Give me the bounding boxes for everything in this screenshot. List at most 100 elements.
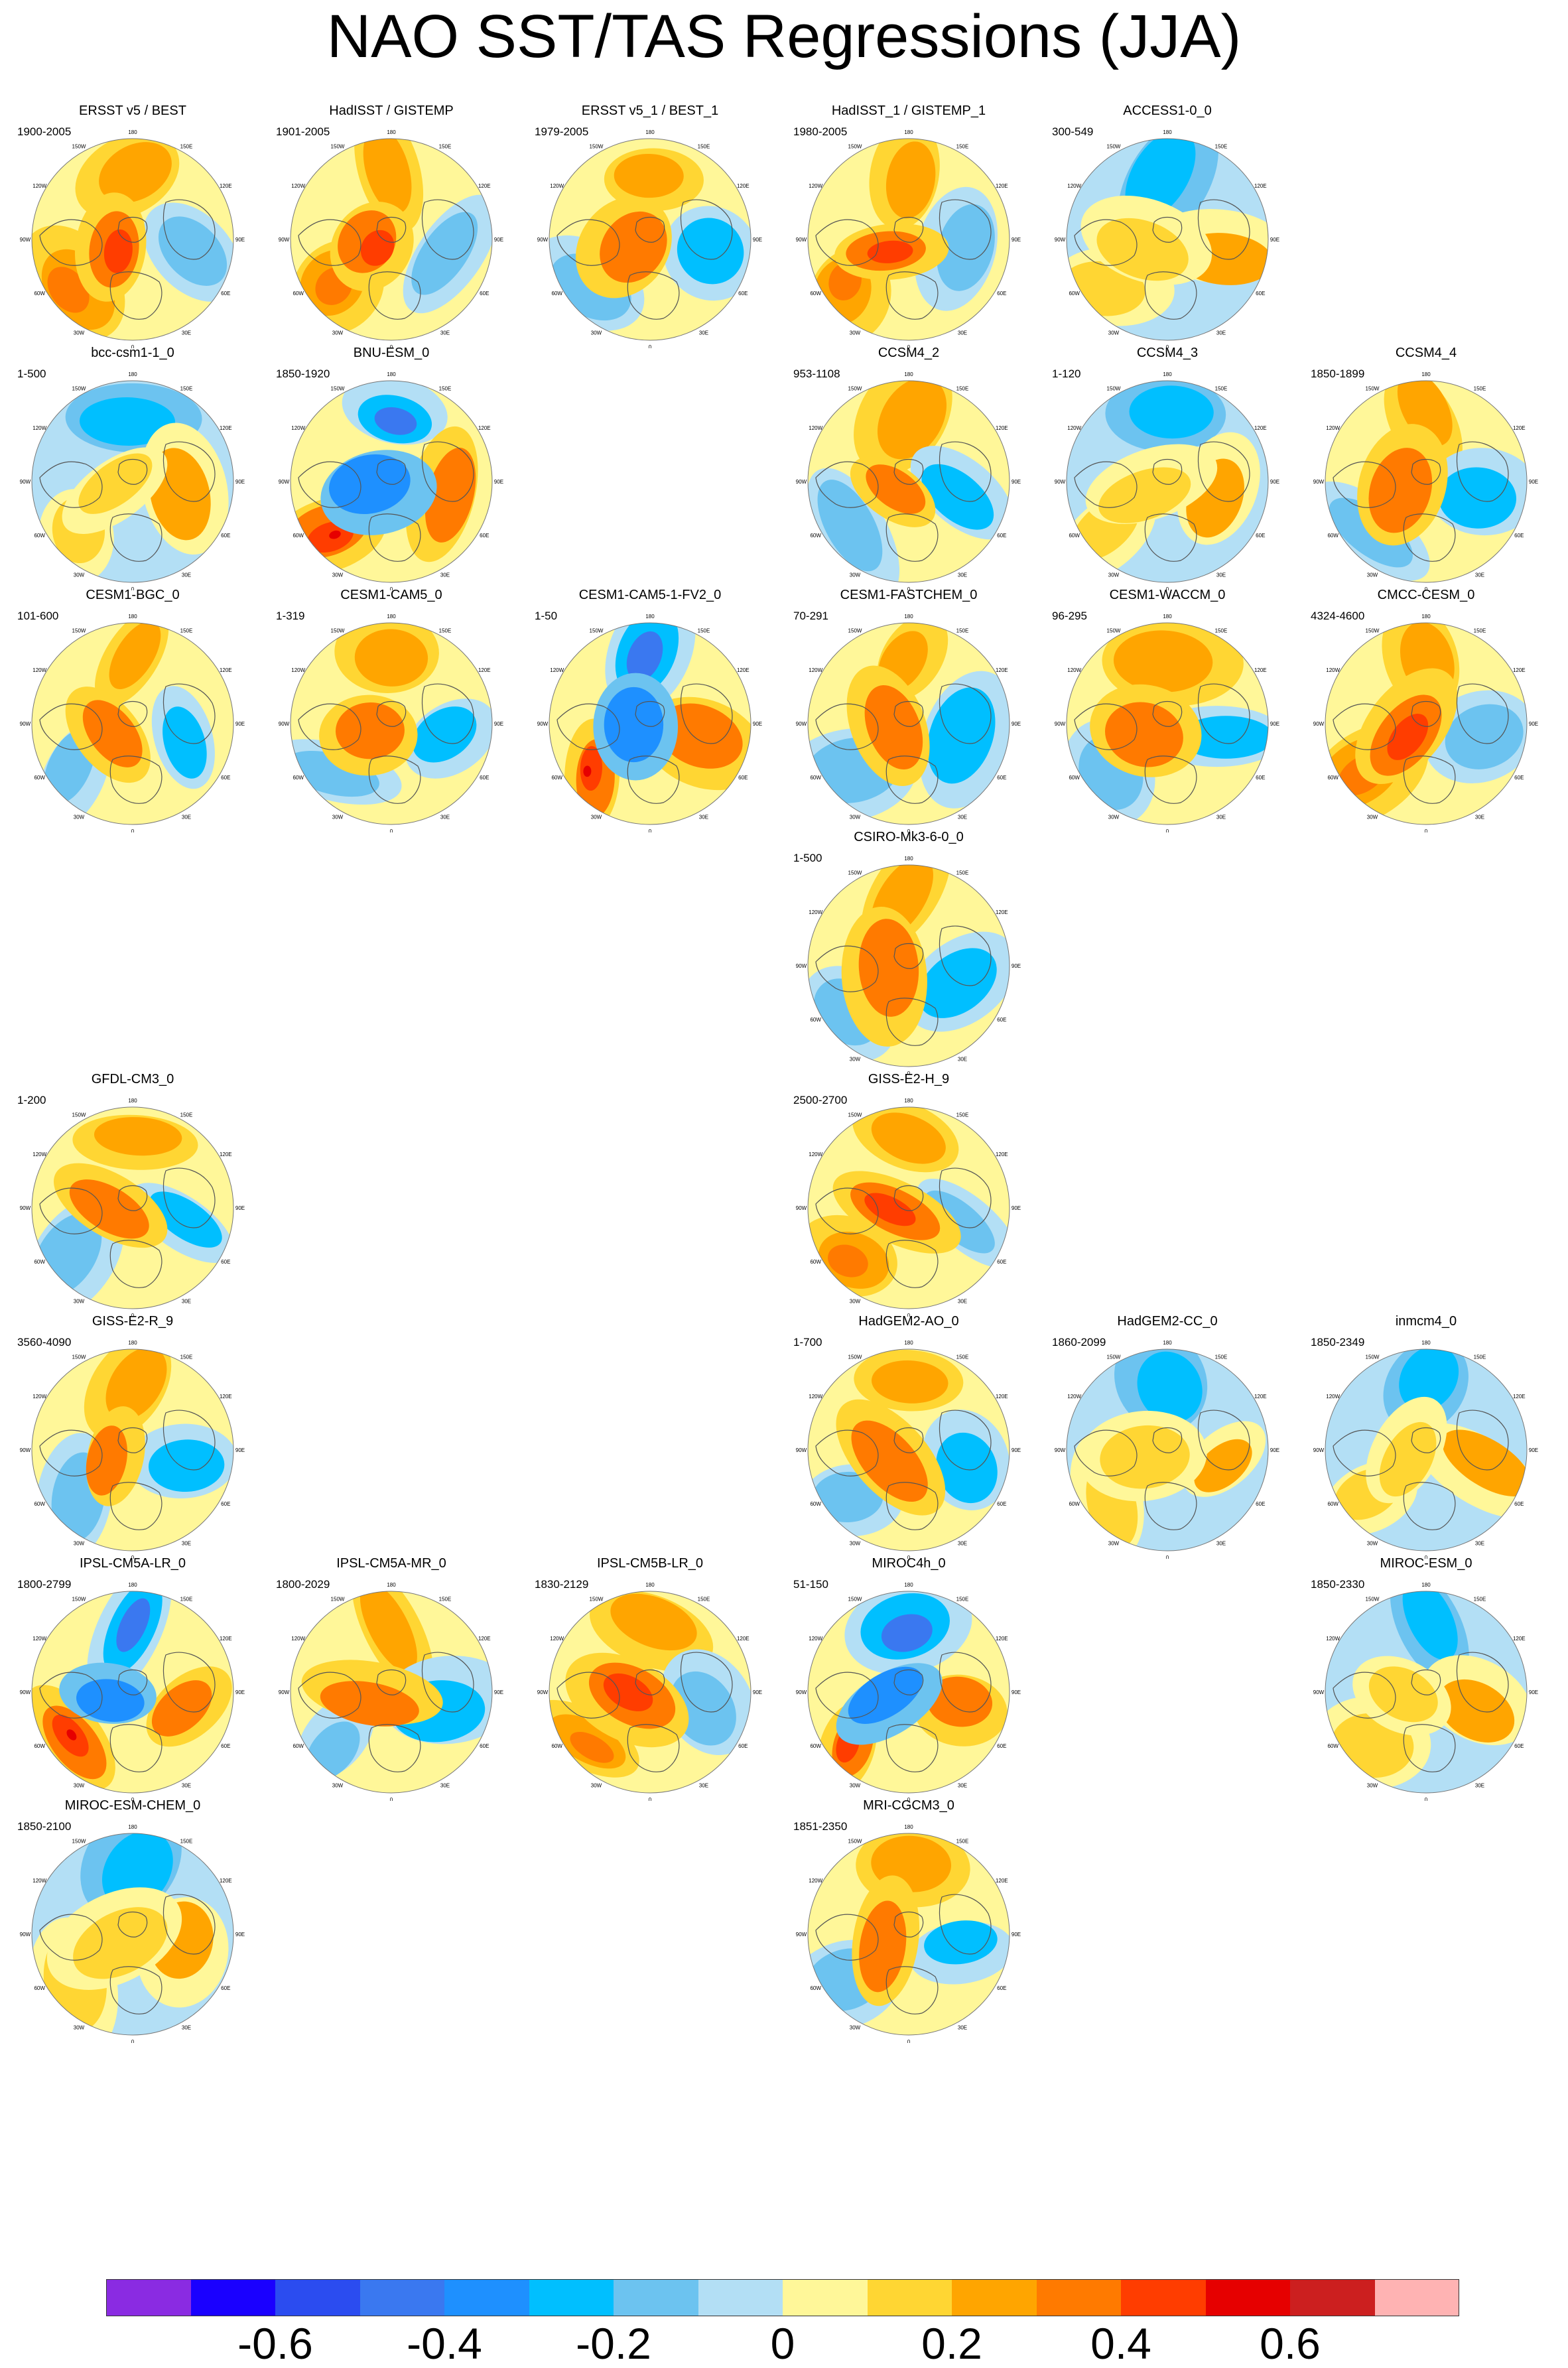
longitude-label: 120W: [1326, 425, 1340, 431]
panel-title: ERSST v5_1 / BEST_1: [581, 103, 719, 118]
map-panel: CCSM4_2 180 150E 120E 90E 60E 30E 0 30W 60W 90W 120…: [789, 345, 1028, 590]
longitude-label: 90W: [1313, 1689, 1325, 1695]
longitude-label: 150W: [1107, 628, 1121, 634]
panel-title: CMCC-CESM_0: [1377, 588, 1475, 602]
longitude-label: 90W: [796, 237, 807, 243]
anomaly-contour: [812, 1471, 883, 1523]
panel-years: 1830-2129: [535, 1578, 589, 1591]
longitude-label: 0: [1425, 586, 1428, 590]
anomaly-contour: [1402, 1591, 1458, 1660]
map-boundary: [549, 138, 751, 341]
longitude-label: 90W: [537, 1689, 549, 1695]
polar-map: 180 150E 120E 90E 60E 30E 0 30W 60W 90W 120W 150W: [1313, 371, 1538, 590]
longitude-label: 30E: [1216, 572, 1226, 578]
map-panel: CCSM4_3 180 150E 120E 90E 60E 30E 0 30W 60W 90W 120…: [1048, 345, 1287, 590]
longitude-label: 60W: [810, 291, 821, 296]
coastline: [939, 683, 992, 744]
coastline: [893, 1669, 924, 1695]
coastline: [885, 271, 939, 320]
longitude-label: 90W: [20, 479, 31, 485]
longitude-label: 120W: [809, 1636, 822, 1642]
longitude-label: 60E: [1256, 775, 1265, 781]
longitude-label: 0: [1425, 1555, 1428, 1559]
coastline: [298, 461, 361, 508]
longitude-label: 60E: [221, 775, 230, 781]
longitude-label: 90E: [753, 721, 762, 727]
longitude-label: 180: [128, 1824, 137, 1830]
map-panel: IPSL-CM5A-MR_0 180 150E 120E 90E 60E 30E 0 30W 60…: [272, 1555, 511, 1801]
coastline: [556, 703, 620, 750]
longitude-label: 30E: [440, 330, 450, 336]
longitude-label: 90E: [1012, 479, 1021, 485]
longitude-label: 150W: [848, 1354, 862, 1360]
polar-map: 180 150E 120E 90E 60E 30E 0 30W 60W 90W 120W 150W: [20, 614, 245, 832]
panel-title: HadISST_1 / GISTEMP_1: [831, 103, 986, 118]
coastline: [885, 1482, 939, 1530]
longitude-label: 30E: [958, 814, 967, 820]
longitude-label: 150E: [956, 386, 969, 392]
panel-title: CESM1-CAM5_0: [340, 588, 442, 602]
longitude-label: 180: [1421, 1340, 1431, 1346]
longitude-label: 150E: [1474, 1597, 1486, 1603]
coastline: [885, 513, 939, 562]
colorbar-segment: [614, 2279, 698, 2316]
longitude-label: 90E: [1012, 1205, 1021, 1211]
longitude-label: 60W: [551, 775, 562, 781]
longitude-label: 30E: [958, 1056, 967, 1062]
colorbar-segment: [106, 2279, 191, 2316]
anomaly-contour: [580, 746, 603, 791]
anomaly-contour: [936, 1432, 998, 1504]
longitude-label: 60W: [810, 1017, 821, 1023]
polar-map: 180 150E 120E 90E 60E 30E 0 30W 60W 90W 120W 150W: [20, 129, 245, 348]
map-panel: GFDL-CM3_0 180 150E 120E 90E 60E 30E 0 30W 60W 90W…: [13, 1071, 252, 1317]
longitude-label: 0: [907, 1313, 911, 1317]
panel-years: 1-200: [17, 1094, 46, 1106]
coastline: [109, 271, 163, 320]
coastline: [1152, 216, 1183, 243]
longitude-label: 30E: [182, 1540, 191, 1546]
longitude-label: 90W: [796, 479, 807, 485]
map-boundary: [807, 380, 1010, 583]
longitude-label: 0: [1166, 828, 1169, 832]
longitude-label: 60E: [997, 775, 1006, 781]
polar-map: 180 150E 120E 90E 60E 30E 0 30W 60W 90W 120W 150W: [279, 129, 503, 348]
longitude-label: 30E: [1216, 1540, 1226, 1546]
coastline: [885, 1240, 939, 1288]
longitude-label: 30E: [182, 814, 191, 820]
longitude-label: 30W: [332, 572, 344, 578]
coastline: [939, 1167, 992, 1228]
longitude-label: 120W: [33, 667, 46, 673]
coastline: [893, 700, 924, 727]
coastline: [39, 461, 103, 508]
polar-map: 180 150E 120E 90E 60E 30E 0 30W 60W 90W 120W 150W: [796, 1582, 1021, 1801]
coastline: [376, 458, 407, 485]
longitude-label: 30W: [74, 814, 85, 820]
coastline: [163, 683, 216, 744]
longitude-label: 60W: [293, 1743, 304, 1749]
map-boundary: [807, 1106, 1010, 1309]
anomaly-contour: [1137, 1351, 1203, 1423]
coastline: [893, 1427, 924, 1453]
longitude-label: 150E: [1474, 1354, 1486, 1360]
coastline: [109, 513, 163, 562]
longitude-label: 120E: [478, 1636, 491, 1642]
panel-title: inmcm4_0: [1395, 1314, 1457, 1329]
longitude-label: 30E: [182, 1298, 191, 1304]
longitude-label: 60E: [1514, 1743, 1524, 1749]
longitude-label: 120E: [478, 667, 491, 673]
longitude-label: 0: [390, 344, 393, 348]
longitude-label: 120W: [1067, 425, 1081, 431]
longitude-label: 60E: [738, 1743, 748, 1749]
coastline: [1411, 700, 1441, 727]
longitude-label: 0: [390, 828, 393, 832]
anomaly-contour: [864, 685, 923, 770]
coastline: [556, 1672, 620, 1719]
longitude-label: 90E: [1012, 1447, 1021, 1453]
longitude-label: 30W: [850, 330, 861, 336]
longitude-label: 150W: [331, 1597, 345, 1603]
longitude-label: 180: [645, 1582, 655, 1588]
map-panel: inmcm4_0 180 150E 120E 90E 60E 30E 0 30W 60W 90W 12…: [1307, 1313, 1545, 1559]
longitude-label: 90W: [20, 721, 31, 727]
colorbar-segment: [1121, 2279, 1206, 2316]
longitude-label: 150W: [1366, 628, 1380, 634]
